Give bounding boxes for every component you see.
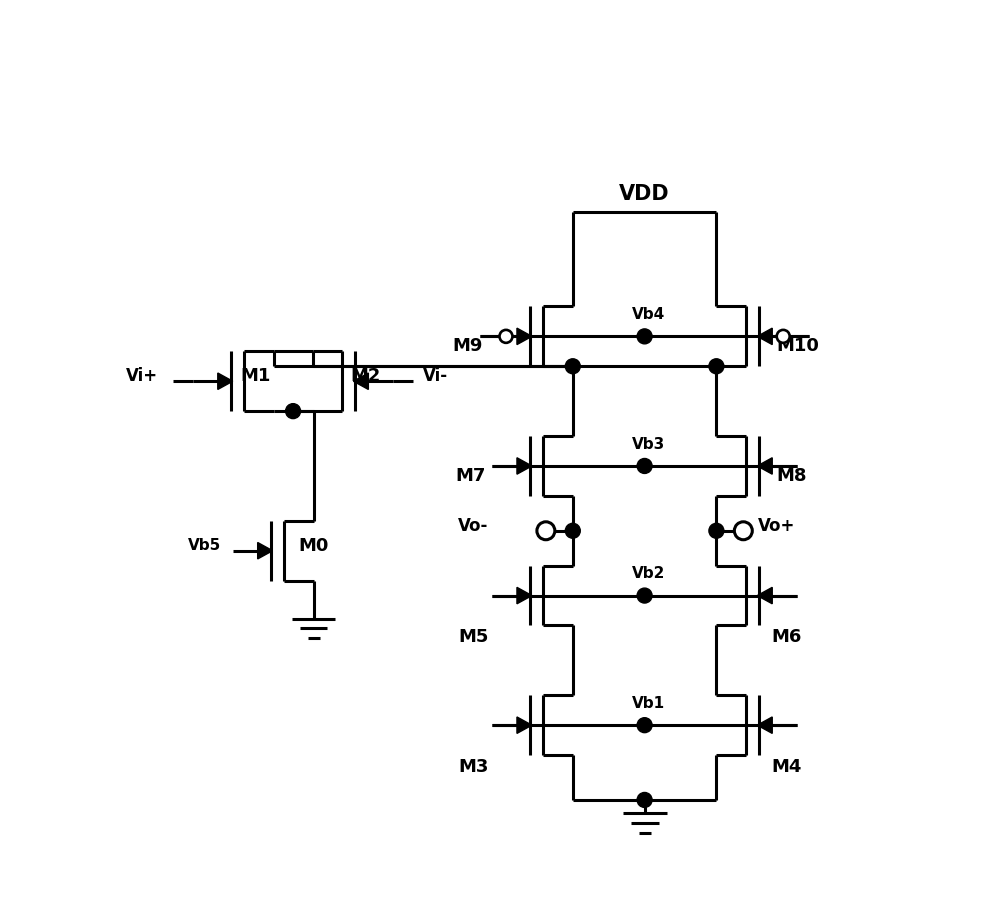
Text: M8: M8 — [776, 467, 807, 485]
Text: M5: M5 — [458, 629, 488, 647]
Circle shape — [777, 330, 790, 343]
Polygon shape — [218, 373, 233, 389]
Circle shape — [565, 523, 580, 538]
Text: Vi+: Vi+ — [126, 367, 158, 385]
Text: Vb5: Vb5 — [188, 538, 221, 553]
Circle shape — [537, 522, 555, 539]
Text: M4: M4 — [771, 758, 802, 776]
Circle shape — [637, 458, 652, 474]
Polygon shape — [517, 588, 532, 604]
Polygon shape — [258, 542, 273, 559]
Polygon shape — [757, 588, 772, 604]
Text: M9: M9 — [452, 337, 483, 355]
Text: Vi-: Vi- — [423, 367, 448, 385]
Polygon shape — [757, 328, 772, 344]
Circle shape — [565, 359, 580, 374]
Polygon shape — [517, 328, 532, 344]
Text: Vb3: Vb3 — [632, 436, 665, 452]
Text: M2: M2 — [350, 367, 381, 385]
Text: M7: M7 — [455, 467, 486, 485]
Text: M1: M1 — [241, 367, 271, 385]
Polygon shape — [517, 457, 532, 475]
Circle shape — [637, 329, 652, 343]
Circle shape — [637, 589, 652, 603]
Text: M0: M0 — [299, 537, 329, 555]
Circle shape — [709, 359, 724, 374]
Polygon shape — [517, 717, 532, 733]
Circle shape — [734, 522, 752, 539]
Circle shape — [709, 523, 724, 538]
Polygon shape — [353, 373, 368, 389]
Text: M6: M6 — [771, 629, 802, 647]
Text: Vb4: Vb4 — [632, 307, 665, 322]
Text: Vb2: Vb2 — [632, 566, 665, 581]
Text: Vo-: Vo- — [458, 517, 488, 535]
Polygon shape — [757, 457, 772, 475]
Text: VDD: VDD — [619, 184, 670, 204]
Circle shape — [286, 404, 301, 419]
Circle shape — [637, 793, 652, 807]
Text: M10: M10 — [776, 337, 819, 355]
Polygon shape — [757, 717, 772, 733]
Text: Vb1: Vb1 — [632, 696, 665, 711]
Circle shape — [637, 718, 652, 732]
Text: Vo+: Vo+ — [758, 517, 796, 535]
Text: M3: M3 — [458, 758, 488, 776]
Circle shape — [500, 330, 512, 343]
